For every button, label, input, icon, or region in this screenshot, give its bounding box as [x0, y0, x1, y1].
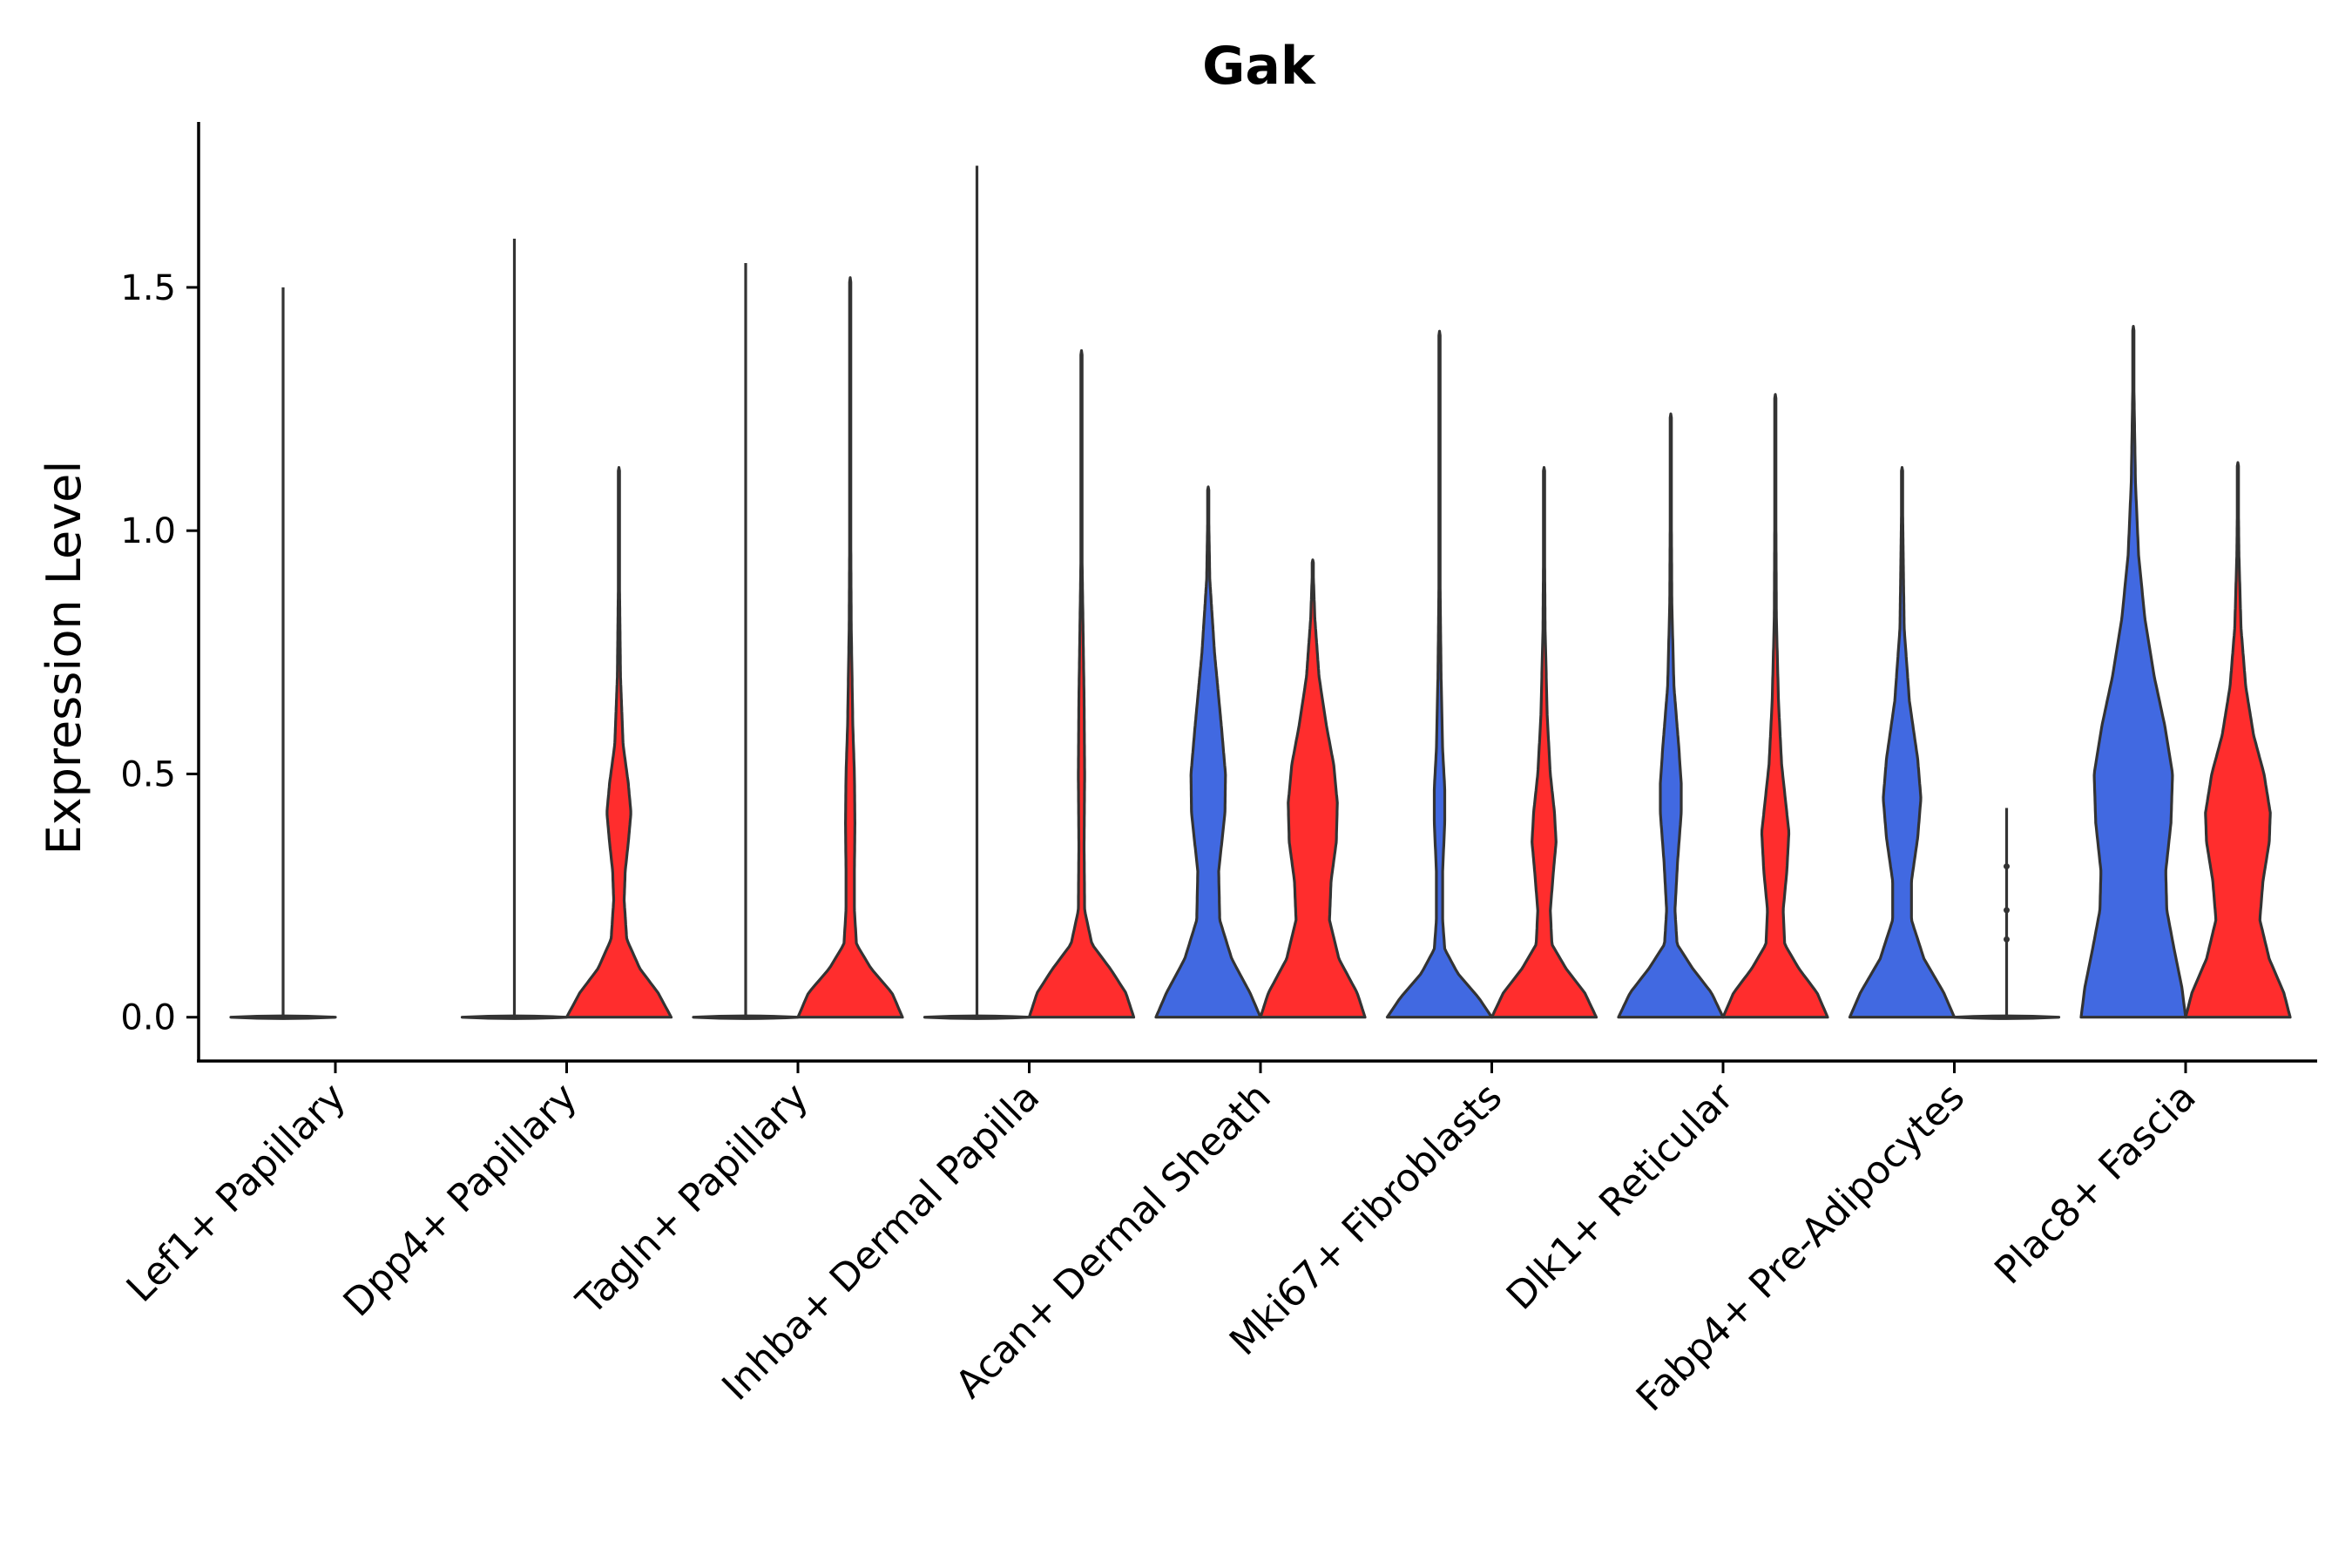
violin-group1 [2079, 325, 2187, 1019]
y-tick-label: 1.5 [120, 268, 176, 308]
violin-group2 [2184, 461, 2292, 1019]
x-tick-label: Dlk1+ Reticular [1498, 1074, 1743, 1319]
violin-group2 [1027, 348, 1136, 1019]
outlier-point [2004, 863, 2010, 870]
y-tick-label: 1.0 [120, 511, 176, 551]
violins-layer [229, 166, 2292, 1020]
axes-layer [197, 122, 2317, 1063]
violin-group2 [1721, 393, 1829, 1019]
violin-group2 [564, 466, 673, 1019]
violin-group1 [1385, 329, 1494, 1019]
x-tick-label: Dpp4+ Papillary [335, 1075, 586, 1326]
x-tick-label: Lef1+ Papillary [118, 1075, 355, 1311]
outlier-point [2004, 936, 2010, 943]
violin-group2 [796, 276, 904, 1019]
violin-group2 [1490, 466, 1598, 1019]
y-axis-label: Expression Level [37, 461, 91, 855]
violin-group1 [1154, 485, 1262, 1019]
violin-group1 [1848, 466, 1957, 1019]
y-ticks: 0.0 0.5 1.0 1.5 [120, 268, 199, 1038]
y-tick-label: 0.5 [120, 754, 176, 794]
y-tick-label: 0.0 [120, 998, 176, 1038]
violin-group1 [1617, 412, 1725, 1019]
outlier-point [2004, 907, 2010, 914]
x-tick-label: Tagln+ Papillary [568, 1075, 817, 1324]
chart-title: Gak [1202, 36, 1317, 97]
violin-group2 [1259, 558, 1367, 1019]
x-tick-label: Plac8+ Fascia [1986, 1075, 2205, 1294]
